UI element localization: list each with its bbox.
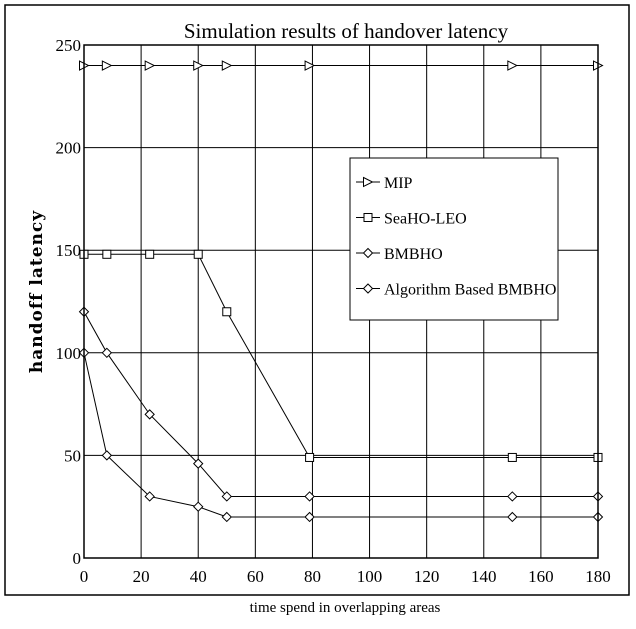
x-tick-label: 160 bbox=[528, 567, 554, 586]
data-point bbox=[145, 249, 155, 259]
data-point bbox=[144, 60, 156, 71]
data-point bbox=[221, 511, 232, 523]
data-point bbox=[221, 60, 233, 71]
x-tick-label: 40 bbox=[190, 567, 207, 586]
data-point bbox=[304, 511, 315, 523]
data-point bbox=[193, 501, 204, 512]
series-line bbox=[84, 253, 598, 458]
legend-label: BMBHO bbox=[384, 246, 443, 263]
data-point bbox=[507, 452, 517, 462]
legend-label: MIP bbox=[384, 175, 413, 192]
data-point bbox=[193, 249, 203, 259]
y-tick-label: 50 bbox=[64, 446, 81, 465]
legend-box bbox=[349, 157, 559, 321]
x-tick-label: 140 bbox=[471, 567, 497, 586]
chart-title: Simulation results of handover latency bbox=[184, 19, 509, 43]
data-point bbox=[101, 60, 113, 71]
legend-marker bbox=[362, 247, 374, 259]
y-tick-label: 200 bbox=[56, 139, 82, 158]
data-point bbox=[101, 450, 113, 461]
tick-labels: 0 20 40 60 80 100 120 140 160 180 0 50 100 150 200 250 bbox=[56, 36, 611, 586]
y-tick-label: 150 bbox=[56, 241, 82, 260]
x-tick-label: 180 bbox=[585, 567, 611, 586]
series-line bbox=[83, 311, 598, 497]
data-point bbox=[507, 60, 518, 71]
legend: MIP SeaHO-LEO BMBHO Algorithm Based BMBHO bbox=[349, 157, 559, 321]
data-point bbox=[507, 491, 518, 502]
data-point bbox=[193, 458, 204, 469]
series-3 bbox=[78, 347, 604, 523]
data-point bbox=[144, 491, 155, 502]
data-point bbox=[507, 511, 518, 523]
data-point bbox=[222, 307, 232, 317]
data-point bbox=[144, 409, 155, 420]
series-1 bbox=[79, 249, 603, 462]
x-tick-label: 100 bbox=[357, 567, 383, 586]
legend-marker bbox=[363, 176, 374, 188]
figure-frame bbox=[4, 4, 630, 596]
series-0 bbox=[79, 60, 604, 71]
data-point bbox=[304, 491, 315, 502]
y-tick-label: 100 bbox=[56, 344, 82, 363]
data-point bbox=[102, 249, 112, 259]
data-point bbox=[101, 347, 113, 359]
y-tick-label: 0 bbox=[73, 549, 82, 568]
plot-area-border bbox=[83, 44, 599, 559]
series-line bbox=[83, 352, 598, 518]
x-tick-label: 20 bbox=[133, 567, 150, 586]
data-point bbox=[304, 60, 316, 71]
y-tick-label: 250 bbox=[56, 36, 82, 55]
data-point bbox=[305, 452, 315, 462]
legend-marker bbox=[363, 213, 373, 222]
x-axis-label: time spend in overlapping areas bbox=[250, 600, 441, 616]
data-point bbox=[193, 60, 204, 71]
data-point bbox=[221, 491, 232, 502]
series-2 bbox=[78, 306, 604, 502]
x-tick-label: 80 bbox=[304, 567, 321, 586]
series-layer bbox=[78, 60, 604, 523]
y-axis-label: handoff latency bbox=[27, 210, 47, 373]
legend-label: SeaHO-LEO bbox=[384, 211, 467, 228]
legend-label: Algorithm Based BMBHO bbox=[384, 282, 556, 299]
x-tick-label: 120 bbox=[414, 567, 440, 586]
x-tick-label: 60 bbox=[247, 567, 264, 586]
x-tick-label: 0 bbox=[80, 567, 89, 586]
legend-marker bbox=[362, 283, 374, 294]
